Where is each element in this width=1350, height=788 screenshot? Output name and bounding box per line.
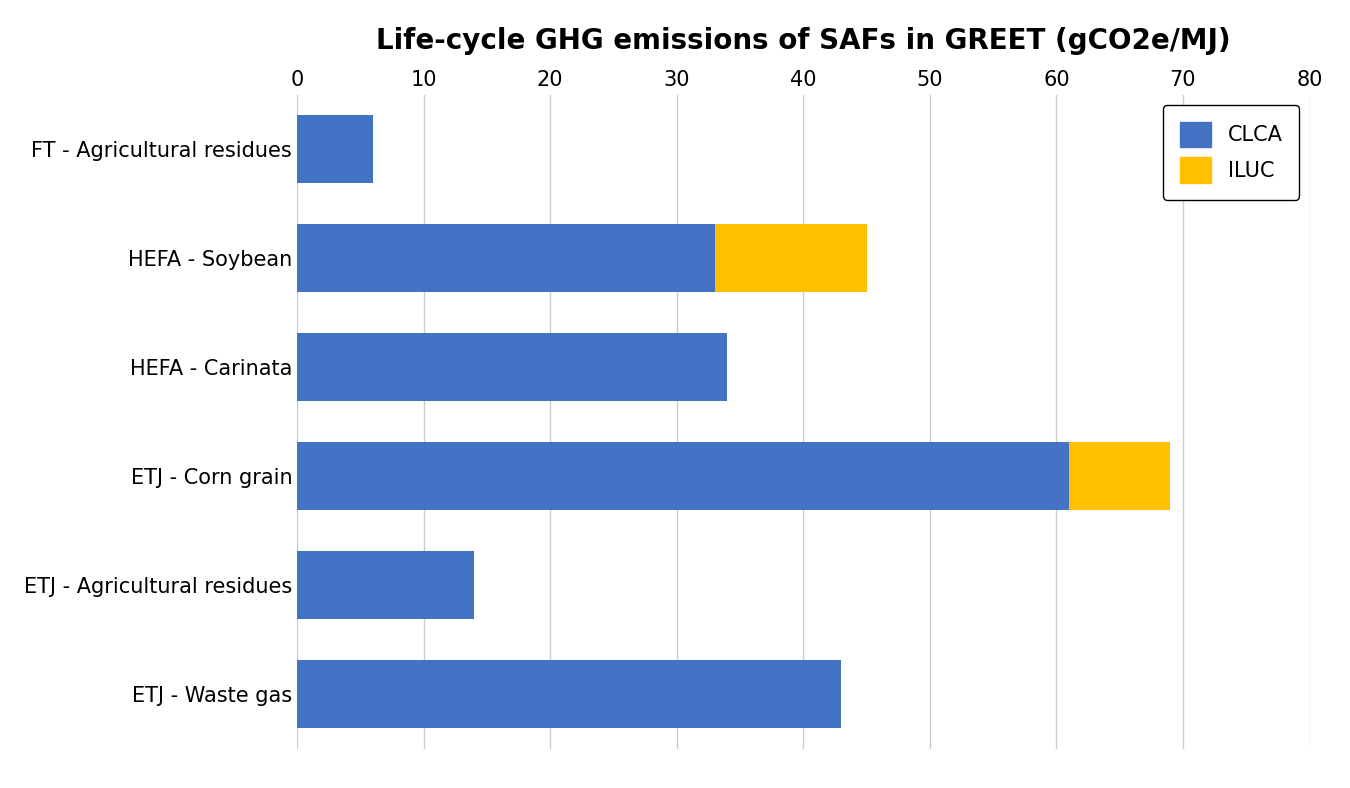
Bar [297,660,841,728]
Bar [1069,442,1170,510]
Bar [297,225,714,292]
Legend: CLCA, ILUC: CLCA, ILUC [1162,105,1299,199]
Bar [297,115,373,183]
Bar [297,442,1069,510]
Bar [297,552,474,619]
Bar [714,225,867,292]
Bar [297,333,728,401]
Title: Life-cycle GHG emissions of SAFs in GREET (gCO2e/MJ): Life-cycle GHG emissions of SAFs in GREE… [375,27,1231,55]
